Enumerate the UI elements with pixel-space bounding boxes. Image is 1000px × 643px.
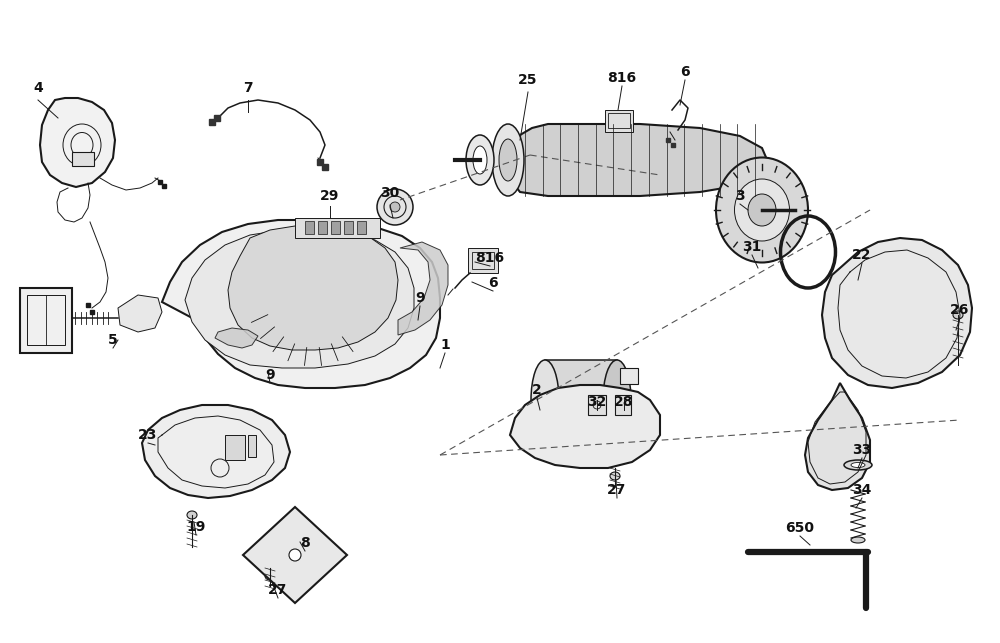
Bar <box>72 152 94 166</box>
Bar <box>295 218 380 238</box>
Ellipse shape <box>499 139 517 181</box>
Bar <box>608 113 630 128</box>
Ellipse shape <box>289 549 301 561</box>
Text: 30: 30 <box>380 186 400 200</box>
Ellipse shape <box>953 311 963 319</box>
Bar <box>615 395 631 415</box>
Text: 33: 33 <box>852 443 872 457</box>
Polygon shape <box>215 328 258 348</box>
Ellipse shape <box>265 572 275 580</box>
Ellipse shape <box>390 202 400 212</box>
Ellipse shape <box>716 158 808 262</box>
Polygon shape <box>142 405 290 498</box>
Text: 19: 19 <box>186 520 206 534</box>
Bar <box>344 221 353 234</box>
Ellipse shape <box>473 146 487 174</box>
Text: 1: 1 <box>440 338 450 352</box>
Text: 28: 28 <box>614 395 634 409</box>
Text: 4: 4 <box>33 81 43 95</box>
Text: 650: 650 <box>786 521 814 535</box>
Text: 26: 26 <box>950 303 970 317</box>
Text: 22: 22 <box>852 248 872 262</box>
Bar <box>27 295 65 345</box>
Text: 31: 31 <box>742 240 762 254</box>
Polygon shape <box>398 242 448 335</box>
Ellipse shape <box>492 124 524 196</box>
Ellipse shape <box>748 194 776 226</box>
Polygon shape <box>822 238 972 388</box>
Text: 816: 816 <box>475 251 505 265</box>
Text: 5: 5 <box>108 333 118 347</box>
Text: 34: 34 <box>852 483 872 497</box>
Bar <box>248 435 256 457</box>
Bar <box>357 221 366 234</box>
Text: 3: 3 <box>735 189 745 203</box>
Text: 32: 32 <box>587 395 607 409</box>
Text: 25: 25 <box>518 73 538 87</box>
Ellipse shape <box>851 462 865 467</box>
Text: 6: 6 <box>680 65 690 79</box>
Polygon shape <box>162 220 440 388</box>
Polygon shape <box>228 226 398 350</box>
Polygon shape <box>510 385 660 468</box>
Text: 8: 8 <box>300 536 310 550</box>
Bar <box>620 368 638 384</box>
Polygon shape <box>805 383 870 490</box>
Bar <box>472 252 494 269</box>
Polygon shape <box>545 360 617 440</box>
Ellipse shape <box>531 360 559 440</box>
Bar <box>20 288 72 353</box>
Text: 2: 2 <box>532 383 542 397</box>
Text: 7: 7 <box>243 81 253 95</box>
Polygon shape <box>185 230 414 368</box>
Polygon shape <box>118 295 162 332</box>
Ellipse shape <box>187 511 197 519</box>
Bar <box>468 248 498 273</box>
Bar <box>225 435 245 460</box>
Bar <box>588 395 606 415</box>
Polygon shape <box>40 98 115 187</box>
Text: 29: 29 <box>320 189 340 203</box>
Text: 6: 6 <box>488 276 498 290</box>
Bar <box>318 221 327 234</box>
Text: 23: 23 <box>138 428 158 442</box>
Text: 9: 9 <box>415 291 425 305</box>
Text: 27: 27 <box>268 583 288 597</box>
Ellipse shape <box>734 179 790 241</box>
Text: 27: 27 <box>607 483 627 497</box>
Bar <box>331 221 340 234</box>
Polygon shape <box>243 507 347 603</box>
Ellipse shape <box>844 460 872 470</box>
Bar <box>605 110 633 132</box>
Ellipse shape <box>466 135 494 185</box>
Ellipse shape <box>610 472 620 480</box>
Text: 9: 9 <box>265 368 275 382</box>
Ellipse shape <box>851 537 865 543</box>
Bar <box>305 221 314 234</box>
Text: 816: 816 <box>607 71 637 85</box>
Ellipse shape <box>603 360 631 440</box>
Polygon shape <box>508 124 768 196</box>
Bar <box>620 415 638 431</box>
Ellipse shape <box>377 189 413 225</box>
